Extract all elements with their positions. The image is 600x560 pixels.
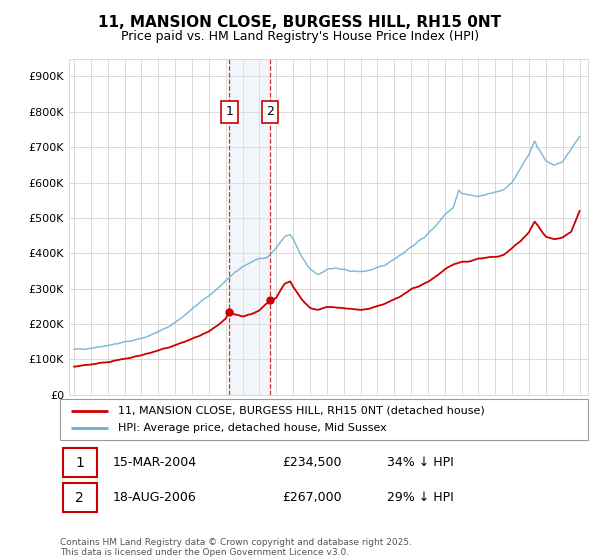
- Text: 11, MANSION CLOSE, BURGESS HILL, RH15 0NT (detached house): 11, MANSION CLOSE, BURGESS HILL, RH15 0N…: [118, 405, 485, 416]
- Text: 11, MANSION CLOSE, BURGESS HILL, RH15 0NT: 11, MANSION CLOSE, BURGESS HILL, RH15 0N…: [98, 15, 502, 30]
- Text: £234,500: £234,500: [282, 456, 341, 469]
- Text: 34% ↓ HPI: 34% ↓ HPI: [388, 456, 454, 469]
- Text: 1: 1: [226, 105, 233, 118]
- Text: 15-MAR-2004: 15-MAR-2004: [113, 456, 197, 469]
- Text: £267,000: £267,000: [282, 491, 341, 504]
- Text: HPI: Average price, detached house, Mid Sussex: HPI: Average price, detached house, Mid …: [118, 423, 387, 433]
- FancyBboxPatch shape: [62, 483, 97, 512]
- Text: 18-AUG-2006: 18-AUG-2006: [113, 491, 197, 504]
- Bar: [229, 59, 270, 395]
- FancyBboxPatch shape: [60, 399, 588, 440]
- Text: 29% ↓ HPI: 29% ↓ HPI: [388, 491, 454, 504]
- Text: 1: 1: [76, 456, 84, 470]
- FancyBboxPatch shape: [62, 449, 97, 477]
- Text: 2: 2: [266, 105, 274, 118]
- Text: 2: 2: [76, 491, 84, 505]
- Text: Contains HM Land Registry data © Crown copyright and database right 2025.
This d: Contains HM Land Registry data © Crown c…: [60, 538, 412, 557]
- Text: Price paid vs. HM Land Registry's House Price Index (HPI): Price paid vs. HM Land Registry's House …: [121, 30, 479, 43]
